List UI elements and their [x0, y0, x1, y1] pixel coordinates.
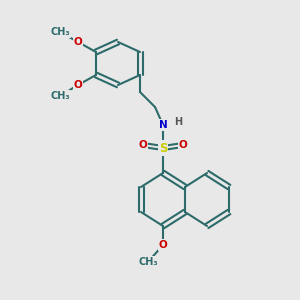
Text: CH₃: CH₃ [50, 27, 70, 37]
Text: S: S [159, 142, 167, 154]
Text: O: O [74, 37, 82, 47]
Text: N: N [159, 120, 167, 130]
Text: H: H [174, 117, 182, 127]
Text: O: O [74, 80, 82, 90]
Text: O: O [178, 140, 188, 150]
Text: CH₃: CH₃ [138, 257, 158, 267]
Text: O: O [159, 240, 167, 250]
Text: CH₃: CH₃ [50, 91, 70, 101]
Text: O: O [139, 140, 147, 150]
